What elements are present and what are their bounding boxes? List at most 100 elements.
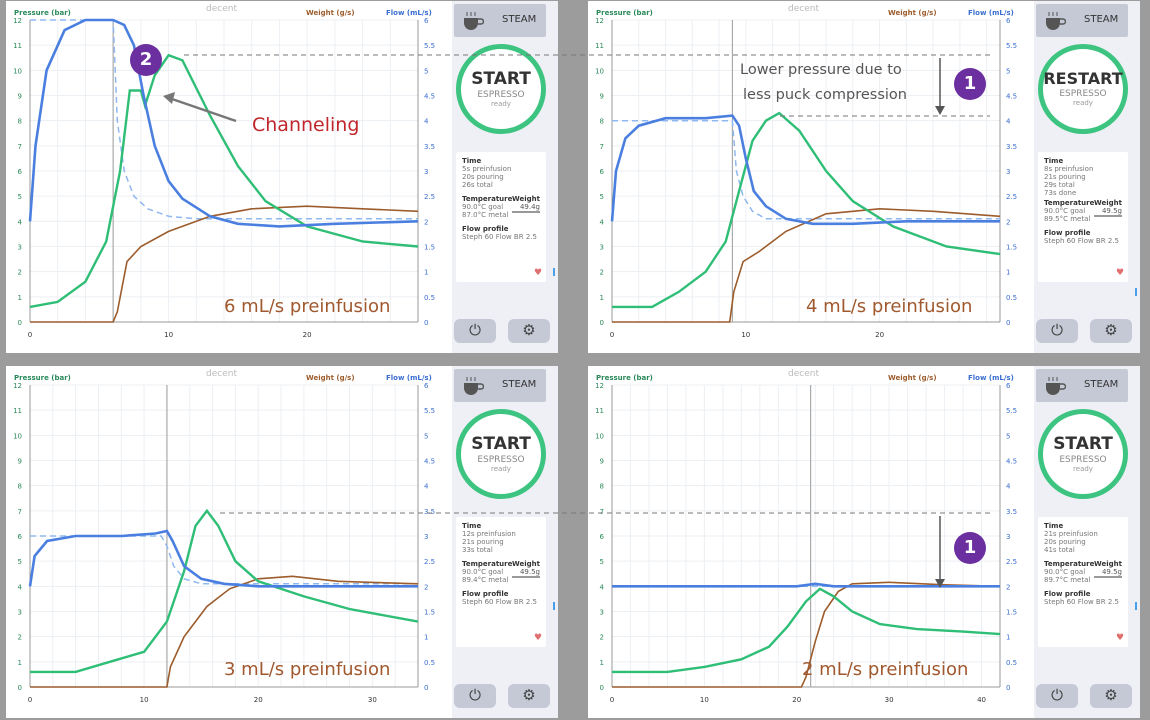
- power-button[interactable]: ⏻: [1036, 684, 1078, 708]
- pressure-tick-label: 7: [18, 143, 22, 151]
- flow-tick-label: 6: [424, 382, 429, 390]
- weight-series-line: [612, 207, 1001, 323]
- shot-info-card: Time 12s preinfusion 21s pouring 33s tot…: [456, 517, 546, 647]
- pressure-tick-label: 8: [600, 118, 604, 126]
- pressure-tick-label: 5: [18, 193, 22, 201]
- flow-tick-label: 0.5: [424, 294, 435, 302]
- flow-tick-label: 5: [1006, 67, 1010, 75]
- pressure-tick-label: 5: [18, 558, 22, 566]
- start-espresso-button[interactable]: START ESPRESSO ready: [1038, 409, 1128, 499]
- flow-profile-value: Steph 60 Flow BR 2.5: [1044, 237, 1119, 245]
- power-button[interactable]: ⏻: [454, 319, 496, 343]
- flow-tick-label: 3: [424, 533, 428, 541]
- time-heading: Time: [1044, 157, 1064, 165]
- flow-tick-label: 3.5: [1006, 508, 1017, 516]
- flow-tick-label: 2: [424, 583, 428, 591]
- ready-label: ready: [1073, 465, 1093, 473]
- pressure-tick-label: 0: [600, 319, 604, 327]
- time-heading: Time: [462, 522, 482, 530]
- flow-profile-heading: Flow profile: [462, 225, 509, 233]
- pressure-tick-label: 6: [18, 533, 23, 541]
- pressure-tick-label: 3: [600, 244, 604, 252]
- steam-button[interactable]: STEAM: [1036, 369, 1128, 402]
- annotation-marker-2: 2: [130, 44, 162, 76]
- pressure-tick-label: 5: [600, 193, 604, 201]
- flow-tick-label: 5: [424, 432, 428, 440]
- settings-button[interactable]: ⚙: [508, 319, 550, 343]
- favorite-heart-icon[interactable]: ♥: [534, 268, 543, 278]
- steam-label: STEAM: [502, 379, 537, 390]
- channeling-label: Channeling: [252, 114, 360, 136]
- decent-logo: decent: [788, 4, 819, 14]
- restart-espresso-button[interactable]: RESTART ESPRESSO ready: [1038, 44, 1128, 134]
- favorite-heart-icon[interactable]: ♥: [534, 633, 543, 643]
- time-tick-label: 10: [164, 331, 173, 339]
- flow-profile-value: Steph 60 Flow BR 2.5: [462, 233, 537, 241]
- time-tick-label: 0: [28, 696, 32, 704]
- pressure-tick-label: 12: [13, 17, 22, 25]
- temp-line: 90.0°C goal: [462, 203, 504, 211]
- flow-tick-label: 4.5: [1006, 458, 1017, 466]
- flow-tick-label: 1.5: [1006, 609, 1017, 617]
- settings-button[interactable]: ⚙: [508, 684, 550, 708]
- ready-label: ready: [1073, 99, 1093, 107]
- steam-button[interactable]: STEAM: [454, 4, 546, 37]
- pressure-axis-title: Pressure (bar): [14, 9, 71, 17]
- scroll-indicator: [1135, 602, 1137, 610]
- time-line: 41s total: [1044, 546, 1075, 554]
- settings-button[interactable]: ⚙: [1090, 319, 1132, 343]
- weight-axis-title: Weight (g/s): [888, 9, 937, 17]
- flow-tick-label: 3.5: [424, 508, 435, 516]
- time-tick-label: 40: [977, 696, 986, 704]
- flow-tick-label: 4.5: [424, 93, 435, 101]
- flow-tick-label: 1.5: [424, 609, 435, 617]
- espresso-label: ESPRESSO: [477, 455, 525, 465]
- pressure-tick-label: 10: [13, 67, 22, 75]
- power-button[interactable]: ⏻: [454, 684, 496, 708]
- time-heading: Time: [1044, 522, 1064, 530]
- time-line: 21s pouring: [462, 538, 504, 546]
- pressure-tick-label: 7: [600, 143, 604, 151]
- flow-tick-label: 1: [1006, 634, 1010, 642]
- pressure-tick-label: 5: [600, 558, 604, 566]
- pressure-goal-line: [30, 535, 418, 585]
- steam-button[interactable]: STEAM: [454, 369, 546, 402]
- flow-tick-label: 0: [1006, 684, 1010, 692]
- flow-tick-label: 4: [1006, 118, 1011, 126]
- pressure-axis-title: Pressure (bar): [596, 374, 653, 382]
- pressure-tick-label: 11: [13, 407, 22, 415]
- pressure-tick-label: 11: [595, 407, 604, 415]
- settings-button[interactable]: ⚙: [1090, 684, 1132, 708]
- pressure-axis-title: Pressure (bar): [596, 9, 653, 17]
- pressure-series-line: [610, 114, 1000, 226]
- preinfusion-caption: 6 mL/s preinfusion: [224, 296, 391, 317]
- weight-axis-title: Weight (g/s): [306, 374, 355, 382]
- weight-axis-title: Weight (g/s): [888, 374, 937, 382]
- pressure-tick-label: 12: [595, 382, 604, 390]
- flow-profile-value: Steph 60 Flow BR 2.5: [462, 598, 537, 606]
- start-espresso-button[interactable]: START ESPRESSO ready: [456, 409, 546, 499]
- power-icon: ⏻: [1051, 321, 1063, 339]
- flow-tick-label: 0: [424, 319, 428, 327]
- pressure-tick-label: 10: [595, 67, 604, 75]
- control-sidebar: STEAM START ESPRESSO ready Time 12s prei…: [452, 366, 558, 718]
- pressure-tick-label: 10: [13, 432, 22, 440]
- flow-tick-label: 6: [1006, 17, 1011, 25]
- power-button[interactable]: ⏻: [1036, 319, 1078, 343]
- favorite-heart-icon[interactable]: ♥: [1116, 268, 1125, 278]
- ready-label: ready: [491, 100, 511, 108]
- time-line: 33s total: [462, 546, 493, 554]
- shot-info-card: Time 5s preinfusion 20s pouring 26s tota…: [456, 152, 546, 282]
- espresso-label: ESPRESSO: [477, 90, 525, 100]
- shot-chart: Pressure (bar) Weight (g/s) Flow (mL/s) dec…: [6, 1, 452, 353]
- favorite-heart-icon[interactable]: ♥: [1116, 633, 1125, 643]
- flow-axis-title: Flow (mL/s): [968, 9, 1014, 17]
- start-label: START: [1053, 434, 1113, 454]
- preinfusion-caption: 4 mL/s preinfusion: [806, 296, 973, 317]
- annotation-marker-1: 1: [954, 532, 986, 564]
- flow-tick-label: 3: [1006, 168, 1010, 176]
- start-espresso-button[interactable]: START ESPRESSO ready: [456, 44, 546, 134]
- steam-cup-icon: [1046, 377, 1066, 395]
- steam-button[interactable]: STEAM: [1036, 4, 1128, 37]
- pressure-tick-label: 9: [600, 93, 604, 101]
